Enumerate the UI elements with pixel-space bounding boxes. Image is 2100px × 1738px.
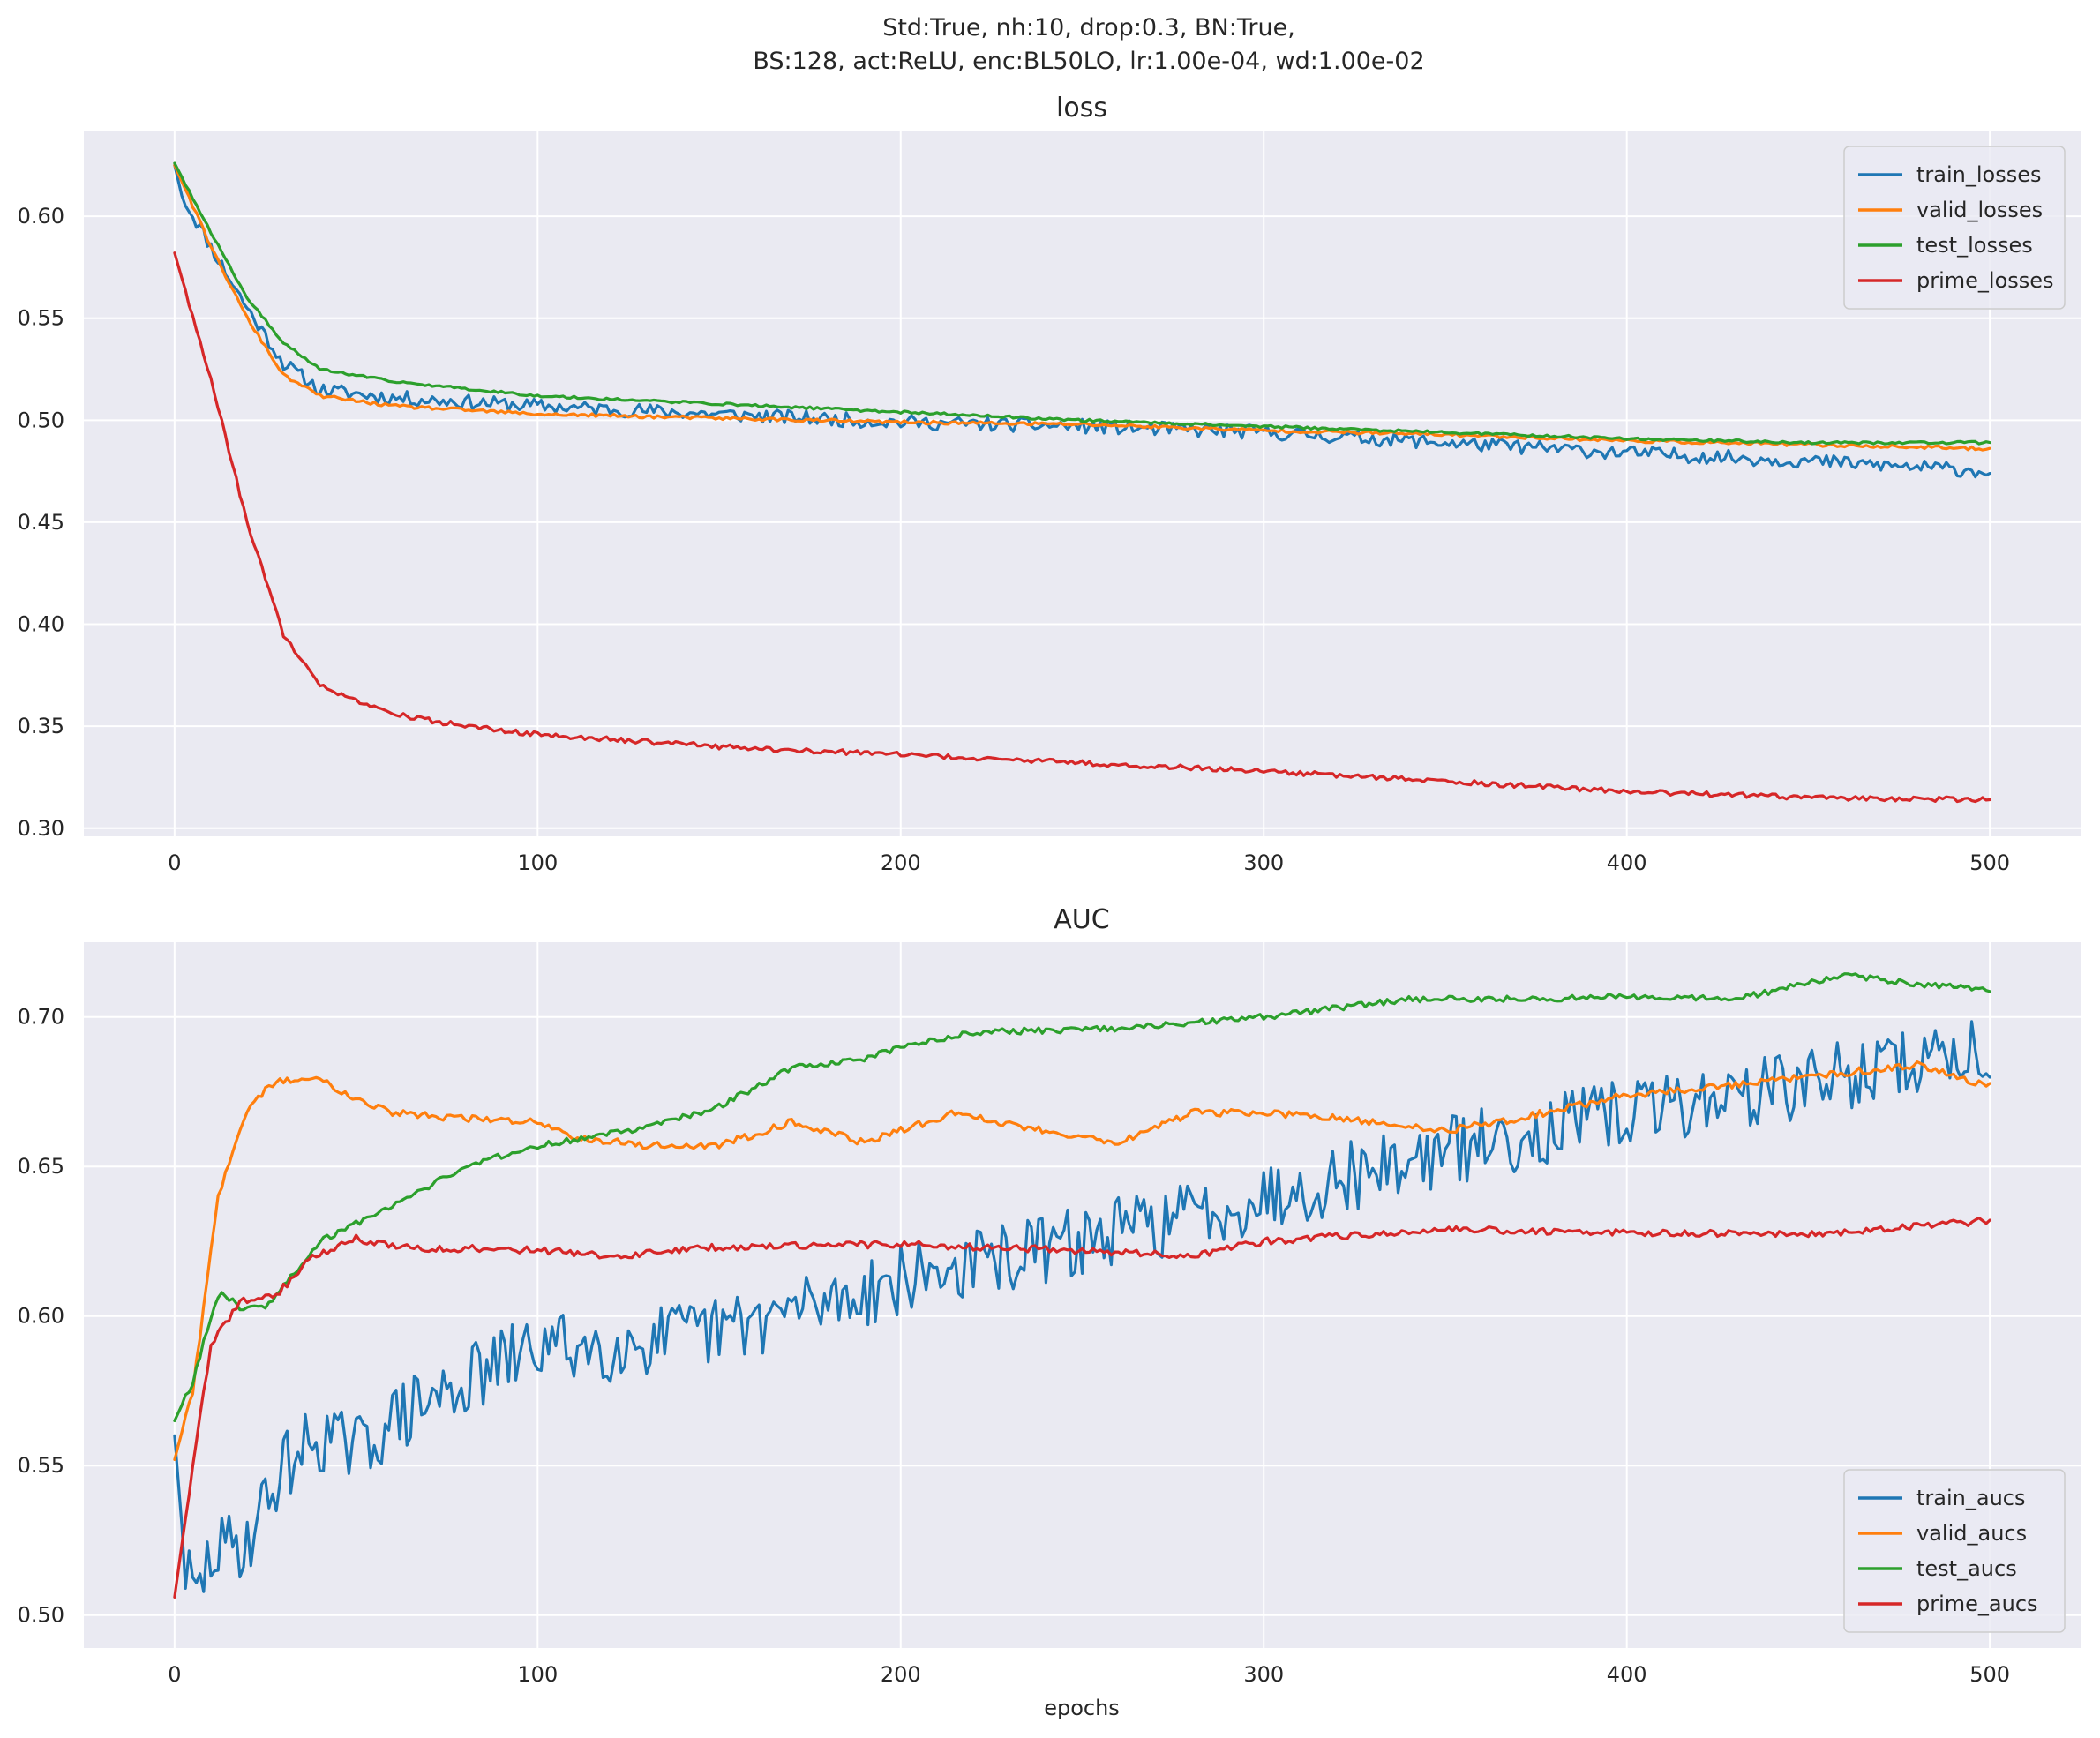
series-line-train-losses <box>173 163 1991 479</box>
y-tick-label: 0.40 <box>18 612 64 637</box>
x-tick-label: 0 <box>168 1662 181 1687</box>
plot-area <box>84 942 2081 1648</box>
loss-chart-title: loss <box>1056 93 1107 124</box>
legend-entry: valid_losses <box>1916 198 2043 222</box>
series-line-valid-losses <box>173 163 1991 452</box>
series-line-train-aucs <box>173 1020 1991 1593</box>
y-tick-label: 0.60 <box>18 204 64 228</box>
x-tick-label: 200 <box>881 1662 921 1687</box>
series-line-valid-aucs <box>173 1060 1991 1461</box>
legend-entry: prime_losses <box>1916 268 2054 293</box>
y-tick-label: 0.70 <box>18 1005 64 1030</box>
legend-entry: valid_aucs <box>1916 1521 2027 1546</box>
legend-entry: train_aucs <box>1916 1486 2025 1510</box>
y-tick-label: 0.55 <box>18 1453 64 1478</box>
y-tick-label: 0.65 <box>18 1154 64 1179</box>
series-line-prime-losses <box>173 251 1991 804</box>
series-line-test-losses <box>173 161 1991 446</box>
legend: train_losses valid_losses test_lossesprime… <box>1843 146 2066 310</box>
legend-entry: train_losses <box>1916 162 2042 187</box>
legend-entry: test_aucs <box>1916 1556 2017 1581</box>
x-tick-label: 500 <box>1969 850 2010 875</box>
x-tick-label: 500 <box>1969 1662 2010 1687</box>
x-tick-label: 100 <box>517 1662 558 1687</box>
series-line-prime-aucs <box>173 1217 1991 1599</box>
series-line-test-aucs <box>173 972 1991 1422</box>
x-tick-label: 300 <box>1243 1662 1284 1687</box>
x-tick-label: 100 <box>517 850 558 875</box>
y-tick-label: 0.55 <box>18 306 64 331</box>
figure-suptitle-line1: Std:True, nh:10, drop:0.3, BN:True, <box>882 14 1295 41</box>
y-tick-label: 0.50 <box>18 408 64 432</box>
y-tick-label: 0.30 <box>18 816 64 841</box>
x-tick-label: 200 <box>881 850 921 875</box>
y-tick-label: 0.50 <box>18 1603 64 1628</box>
loss-chart: loss 0 100 200 300 400 500 0.30 0.35 0.40 0.45 0.5… <box>18 93 2081 875</box>
y-tick-label: 0.45 <box>18 510 64 535</box>
legend-box <box>1843 1469 2066 1633</box>
y-tick-label: 0.35 <box>18 714 64 738</box>
legend: train_aucs valid_aucs test_aucs prime_aucs <box>1843 1469 2066 1633</box>
legend-entry: test_losses <box>1916 233 2033 258</box>
x-tick-label: 300 <box>1243 850 1284 875</box>
x-tick-label: 400 <box>1607 1662 1647 1687</box>
legend-entry: prime_aucs <box>1916 1592 2038 1616</box>
y-tick-label: 0.60 <box>18 1304 64 1329</box>
auc-chart: AUC epochs 0 100 200 300 400 500 0.50 0.55 0.60 0… <box>18 904 2081 1720</box>
x-tick-label: 400 <box>1607 850 1647 875</box>
plot-area <box>84 131 2081 836</box>
auc-chart-xlabel: epochs <box>1044 1696 1120 1720</box>
legend-box <box>1843 146 2066 310</box>
x-tick-label: 0 <box>168 850 181 875</box>
auc-chart-title: AUC <box>1054 904 1109 935</box>
figure-suptitle-line2: BS:128, act:ReLU, enc:BL50LO, lr:1.00e-0… <box>753 48 1424 75</box>
